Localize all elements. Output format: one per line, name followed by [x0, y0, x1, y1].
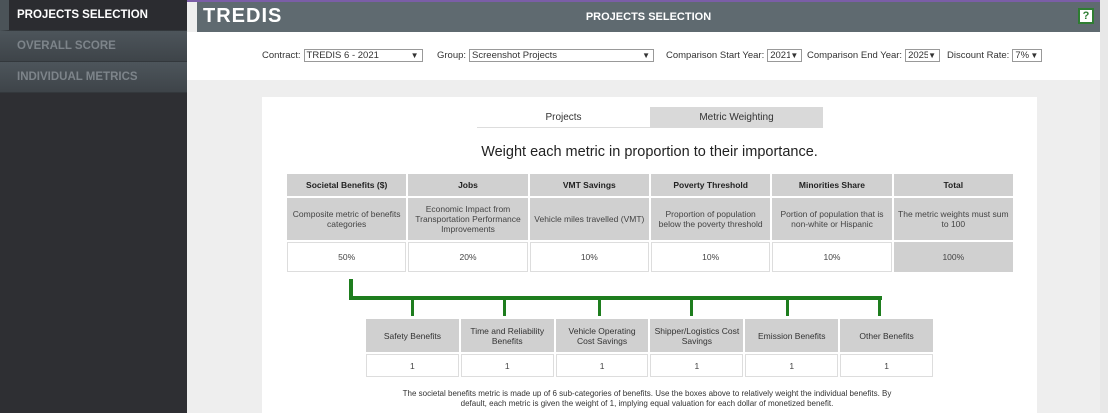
chevron-down-icon: ▼	[928, 50, 937, 61]
chevron-down-icon: ▼	[410, 51, 419, 60]
group-label: Group:	[437, 50, 467, 61]
chevron-down-icon: ▼	[1030, 50, 1039, 61]
chevron-down-icon: ▼	[790, 50, 799, 61]
sub-benefit-weight-input[interactable]: 1	[555, 354, 649, 377]
sub-benefit-header: Emission Benefits	[745, 319, 839, 352]
end-year-value: 2025	[908, 50, 930, 61]
tab-projects[interactable]: Projects	[477, 107, 650, 128]
metric-weight-input[interactable]: 10%	[772, 242, 892, 272]
connector-line	[598, 296, 601, 316]
sidebar-item-overall-score[interactable]: OVERALL SCORE	[0, 31, 187, 62]
start-year-select[interactable]: 2021 ▼	[767, 49, 803, 62]
metric-description: The metric weights must sum to 100	[893, 198, 1013, 240]
metric-description: Economic Impact from Transportation Perf…	[408, 198, 528, 240]
metric-header: Jobs	[408, 174, 528, 196]
connector-line	[411, 296, 414, 316]
metric-header: VMT Savings	[529, 174, 649, 196]
end-year-select[interactable]: 2025 ▼	[905, 49, 941, 62]
metric-weight-input[interactable]: 10%	[650, 242, 771, 272]
sub-benefit-header: Time and Reliability Benefits	[460, 319, 554, 352]
sub-benefit-weight-input[interactable]: 1	[840, 354, 933, 377]
connector-line	[690, 296, 693, 316]
chevron-down-icon: ▼	[642, 51, 651, 60]
sub-benefit-weight-input[interactable]: 1	[460, 354, 554, 377]
footnote: The societal benefits metric is made up …	[402, 389, 892, 408]
start-year-label: Comparison Start Year:	[666, 50, 765, 61]
connector-line	[786, 296, 789, 316]
discount-rate-value: 7%	[1015, 50, 1030, 61]
sub-benefit-header: Safety Benefits	[366, 319, 459, 352]
discount-rate-select[interactable]: 7% ▼	[1012, 49, 1043, 62]
content-card: Projects Metric Weighting Weight each me…	[262, 97, 1037, 413]
sub-benefit-weight-input[interactable]: 1	[745, 354, 839, 377]
tab-metric-weighting[interactable]: Metric Weighting	[650, 107, 823, 128]
metric-weight-input[interactable]: 10%	[529, 242, 649, 272]
total-weight: 100%	[893, 242, 1013, 272]
metric-header: Poverty Threshold	[650, 174, 771, 196]
sub-benefit-header: Shipper/Logistics Cost Savings	[650, 319, 744, 352]
end-year-label: Comparison End Year:	[807, 50, 903, 61]
connector-line	[349, 279, 353, 300]
metric-weights-table: Societal Benefits ($) Jobs VMT Savings P…	[285, 172, 1015, 274]
sub-benefits-table: Safety Benefits Time and Reliability Ben…	[364, 317, 935, 379]
group-value: Screenshot Projects	[472, 50, 558, 61]
start-year-value: 2021	[770, 50, 792, 61]
contract-value: TREDIS 6 - 2021	[306, 50, 379, 61]
tredis-logo: TREDIS	[203, 5, 283, 27]
metric-weight-input[interactable]: 50%	[287, 242, 407, 272]
top-accent-line	[187, 0, 1108, 2]
metric-header: Societal Benefits ($)	[287, 174, 407, 196]
connector-line	[503, 296, 506, 316]
sidebar: PROJECTS SELECTION OVERALL SCORE INDIVID…	[0, 0, 187, 413]
sub-benefit-header: Vehicle Operating Cost Savings	[555, 319, 649, 352]
header-bar: TREDIS PROJECTS SELECTION ?	[197, 2, 1100, 32]
connector-line	[878, 296, 881, 316]
group-select[interactable]: Screenshot Projects ▼	[469, 49, 655, 62]
metric-description: Composite metric of benefits categories	[287, 198, 407, 240]
help-icon[interactable]: ?	[1078, 8, 1094, 24]
metric-description: Proportion of population below the pover…	[650, 198, 771, 240]
filter-bar: Contract: TREDIS 6 - 2021 ▼ Group: Screensh…	[187, 32, 1100, 80]
page-title: PROJECTS SELECTION	[585, 11, 712, 23]
sub-benefit-weight-input[interactable]: 1	[650, 354, 744, 377]
sidebar-item-individual-metrics[interactable]: INDIVIDUAL METRICS	[0, 62, 187, 93]
contract-label: Contract:	[262, 50, 301, 61]
discount-rate-label: Discount Rate:	[947, 50, 1010, 61]
sub-benefit-weight-input[interactable]: 1	[366, 354, 459, 377]
metric-header: Minorities Share	[772, 174, 892, 196]
metric-description: Vehicle miles travelled (VMT)	[529, 198, 649, 240]
metric-weight-input[interactable]: 20%	[408, 242, 528, 272]
scrollbar[interactable]	[1100, 0, 1108, 413]
sub-benefit-header: Other Benefits	[840, 319, 933, 352]
metric-header: Total	[893, 174, 1013, 196]
connector-line	[349, 296, 882, 300]
metric-description: Portion of population that is non-white …	[772, 198, 892, 240]
section-heading: Weight each metric in proportion to thei…	[481, 144, 818, 160]
sidebar-item-projects-selection[interactable]: PROJECTS SELECTION	[0, 0, 187, 31]
contract-select[interactable]: TREDIS 6 - 2021 ▼	[303, 49, 423, 62]
